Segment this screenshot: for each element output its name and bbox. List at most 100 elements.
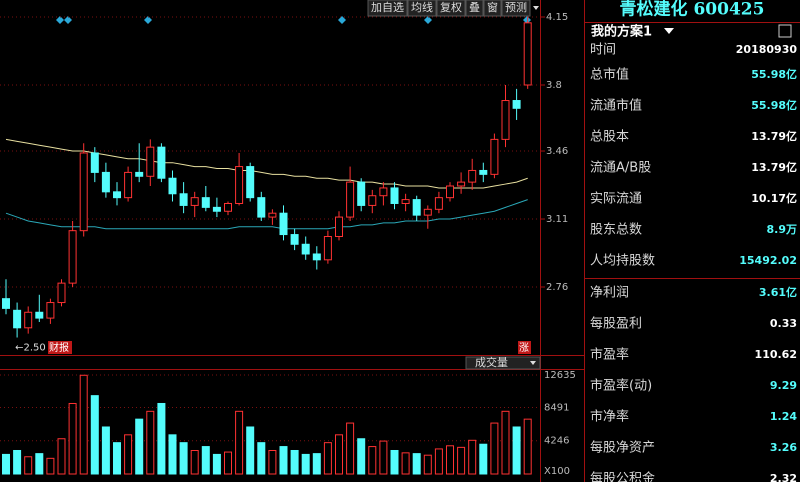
volume-bar: [90, 395, 99, 475]
toolbar-label[interactable]: 预测: [505, 1, 527, 14]
volume-bar: [290, 449, 299, 475]
toolbar-button[interactable]: [465, 0, 484, 17]
volume-bar: [212, 453, 221, 475]
candle-body: [512, 100, 521, 109]
event-tag[interactable]: [518, 341, 531, 354]
y-tick-label: 8491: [544, 402, 569, 413]
volume-bar: [468, 439, 477, 475]
toolbar-dropdown[interactable]: [533, 6, 539, 10]
volume-bar: [301, 453, 310, 475]
candle-body: [301, 243, 310, 255]
volume-bar: [24, 456, 33, 475]
volume-bar: [124, 434, 133, 475]
candle-body: [57, 282, 66, 304]
moving-average: [5, 199, 528, 230]
indicator-selector[interactable]: [465, 356, 541, 370]
candle-body: [412, 199, 421, 216]
toolbar-button[interactable]: [436, 0, 466, 17]
volume-bar: [312, 453, 321, 475]
volume-bar: [379, 440, 388, 475]
candle-body: [79, 152, 88, 232]
y-tick-label: 2.76: [546, 282, 568, 293]
volume-bar: [13, 449, 22, 475]
toolbar-button[interactable]: [501, 0, 531, 17]
candle-body: [323, 236, 332, 261]
candle-body: [423, 208, 432, 216]
candle-body: [35, 311, 44, 319]
toolbar-button[interactable]: [407, 0, 437, 17]
candle-body: [368, 195, 377, 206]
toolbar-label[interactable]: 窗: [487, 0, 498, 14]
toolbar-button[interactable]: [483, 0, 502, 17]
candle-body: [90, 152, 99, 173]
candle-body: [246, 166, 255, 199]
volume-bar: [357, 438, 366, 475]
volume-bar: [224, 451, 232, 475]
indicator-name[interactable]: 成交量: [475, 355, 508, 369]
volume-bar: [390, 449, 399, 475]
volume-bar: [401, 452, 410, 475]
volume-bar: [268, 449, 277, 475]
volume-bar: [335, 434, 343, 475]
toolbar-button[interactable]: [367, 0, 408, 17]
toolbar-label[interactable]: 加自选: [371, 1, 404, 14]
volume-bar: [434, 448, 443, 475]
candle-body: [179, 193, 188, 206]
marker-row: [56, 16, 531, 24]
info-label: 每股公积金: [590, 471, 655, 482]
event-tag[interactable]: [48, 341, 72, 354]
candle-body: [390, 187, 399, 204]
info-value: 15492.02: [739, 254, 797, 267]
volume-bar: [412, 453, 421, 475]
event-tag-label[interactable]: 涨: [519, 342, 529, 354]
candle-body: [257, 197, 266, 218]
dropdown-arrow[interactable]: [664, 28, 674, 34]
volume-bar: [201, 446, 210, 475]
volume-bar: [68, 402, 77, 475]
edit-icon[interactable]: [778, 24, 792, 38]
info-value: 110.62: [755, 348, 797, 361]
volume-bar: [457, 446, 466, 475]
volume-bar: [257, 442, 266, 475]
event-tag-label[interactable]: 财报: [49, 341, 69, 354]
info-label: 时间: [590, 43, 616, 58]
info-label: 市盈率(动): [590, 378, 652, 394]
candle-body: [2, 298, 10, 309]
volume-bar: [279, 446, 288, 475]
dropdown-arrow[interactable]: [530, 361, 536, 365]
toolbar-label[interactable]: 均线: [411, 0, 433, 14]
volume-bar: [368, 446, 377, 475]
info-value: 20180930: [736, 43, 798, 56]
candle-body: [312, 253, 321, 261]
info-label: 净利润: [590, 286, 629, 301]
volume-bar: [135, 418, 144, 475]
volume-bar: [190, 449, 199, 475]
info-value: 55.98亿: [751, 67, 797, 81]
volume-bar: [246, 426, 255, 475]
volume-bar: [235, 410, 244, 475]
y-tick-label: 3.11: [546, 214, 568, 225]
candle-body: [479, 169, 488, 175]
toolbar-label[interactable]: 复权: [440, 0, 462, 14]
volume-bar: [157, 402, 166, 475]
info-value: 0.33: [770, 317, 797, 330]
info-label: 人均持股数: [590, 254, 655, 269]
candle-body: [124, 171, 133, 199]
candle-body: [290, 234, 299, 245]
candle-body: [68, 230, 77, 284]
candle-body: [190, 197, 199, 206]
y-unit-label: X100: [544, 466, 570, 477]
volume-bar: [512, 426, 521, 475]
y-tick-label: 3.46: [546, 146, 568, 157]
volume-bar: [346, 422, 355, 475]
y-tick-label: 4246: [544, 436, 569, 447]
info-value: 55.98亿: [751, 98, 797, 112]
toolbar-label[interactable]: 叠: [469, 1, 480, 14]
candle-body: [212, 206, 221, 212]
volume-bar: [479, 443, 488, 475]
volume-bar: [35, 453, 44, 475]
volume-bar: [113, 442, 121, 475]
plan-selector[interactable]: 我的方案1: [591, 24, 652, 40]
info-value: 1.24: [770, 410, 797, 423]
